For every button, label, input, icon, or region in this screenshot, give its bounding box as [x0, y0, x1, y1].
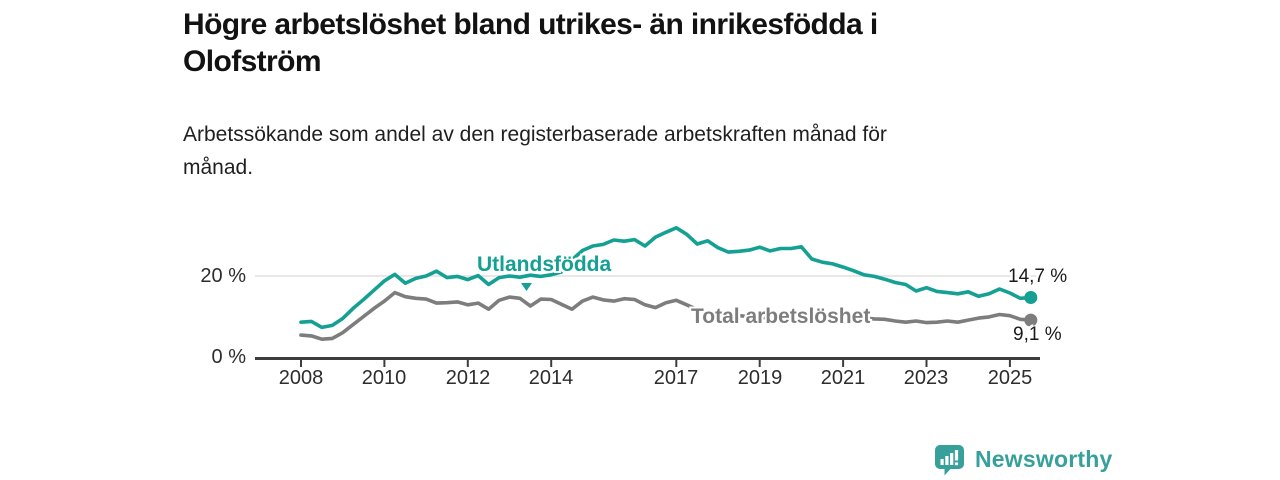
- newsworthy-wordmark: Newsworthy: [975, 446, 1113, 472]
- end-value-label-utlandsfodda: 14,7 %: [1008, 266, 1068, 287]
- x-axis-label-2021: 2021: [820, 367, 866, 389]
- line-series-0: [299, 226, 1033, 330]
- x-axis-label-2014: 2014: [528, 367, 574, 389]
- line-series-1: [299, 290, 1033, 341]
- end-dot-series-0: [1024, 291, 1038, 304]
- x-axis-label-2010: 2010: [361, 367, 407, 389]
- series-label-total-arbetsloshet: Total arbetslöshet: [691, 305, 871, 328]
- x-axis-label-2019: 2019: [737, 367, 783, 389]
- y-axis-label-20: 20 %: [200, 265, 246, 287]
- x-axis-label-2017: 2017: [653, 367, 699, 389]
- end-value-label-total: 9,1 %: [1013, 324, 1062, 345]
- series-label-utlandsfodda: Utlandsfödda: [477, 253, 612, 276]
- newsworthy-logo[interactable]: Newsworthy: [933, 443, 1112, 476]
- series-label-pointer-icon: [521, 283, 532, 291]
- title-line-2: Olofström: [183, 45, 322, 78]
- x-axis-label-2025: 2025: [987, 367, 1033, 389]
- chart-subtitle: Arbetssökande som andel av den registerb…: [183, 118, 1083, 184]
- x-axis-label-2008: 2008: [278, 367, 324, 389]
- title-line-1: Högre arbetslöshet bland utrikes- än inr…: [183, 8, 878, 41]
- speech-bubble-shape: [935, 445, 964, 476]
- bar-chart-icon: [940, 450, 959, 466]
- y-axis-label-0: 0 %: [211, 346, 246, 368]
- x-axis-label-2012: 2012: [445, 367, 491, 389]
- subtitle-line-2: månad.: [183, 156, 254, 179]
- newsworthy-logo-icon: [935, 445, 964, 476]
- end-dot-series-1: [1024, 313, 1038, 327]
- x-axis-label-2023: 2023: [903, 367, 949, 389]
- page-title: Högre arbetslöshet bland utrikes- än inr…: [183, 6, 1083, 80]
- subtitle-line-1: Arbetssökande som andel av den registerb…: [183, 123, 887, 146]
